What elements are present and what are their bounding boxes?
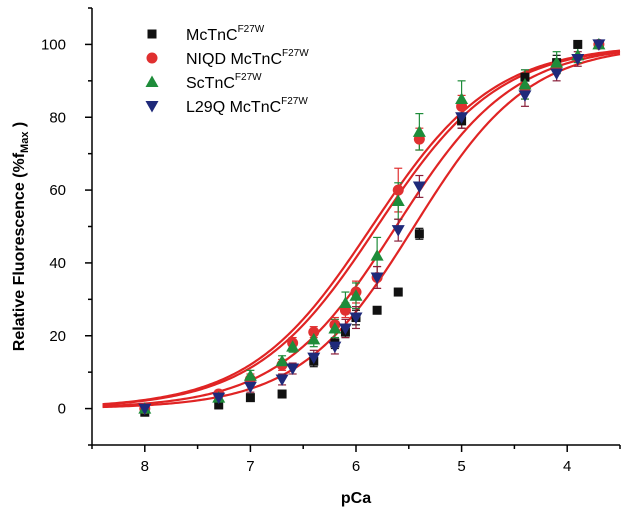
data-point-l29q: [518, 90, 532, 102]
data-point-sc: [275, 354, 289, 367]
data-point-sc: [338, 296, 352, 308]
legend-marker-l29q: [145, 101, 159, 113]
data-point-l29q: [307, 352, 321, 365]
y-tick-label: 100: [41, 36, 66, 53]
y-axis-title-subscript: Max: [19, 131, 31, 153]
x-tick-label: 7: [246, 458, 254, 475]
data-point-l29q: [243, 381, 257, 394]
data-point-mc: [245, 393, 255, 403]
data-point-l29q: [349, 312, 363, 325]
y-axis-title: Relative Fluorescence (%fMax ): [11, 122, 31, 351]
fit-curve-sc: [102, 49, 621, 406]
legend-item-sc: ScTnCF27W: [145, 72, 262, 92]
legend-marker-mc: [147, 29, 157, 39]
axes: 8 7 6 5 4 0 20 40 60 80 100: [41, 7, 621, 475]
legend: McTnCF27W NIQD McTnCF27W ScTnCF27W L29Q McT…: [145, 24, 309, 116]
data-point-l29q: [328, 341, 342, 354]
legend-label-niqd: NIQD McTnCF27W: [186, 48, 309, 68]
x-ticks: 8 7 6 5 4: [91, 445, 621, 475]
data-point-l29q: [338, 323, 352, 335]
data-point-niqd: [392, 184, 404, 196]
x-tick-label: 5: [457, 458, 465, 475]
data-point-niqd: [308, 326, 320, 338]
data-point-l29q: [212, 392, 226, 405]
legend-marker-niqd: [146, 52, 158, 64]
data-point-mc: [573, 39, 583, 49]
data-point-sc: [550, 56, 564, 68]
x-tick-label: 6: [352, 458, 360, 475]
data-point-sc: [349, 289, 363, 301]
data-point-sc: [391, 194, 405, 207]
fit-curve-niqd: [102, 50, 621, 406]
data-point-sc: [370, 249, 384, 261]
y-tick-label: 0: [58, 401, 66, 418]
data-point-l29q: [592, 39, 606, 51]
y-tick-label: 80: [49, 109, 66, 126]
data-point-mc: [214, 400, 224, 410]
data-point-sc: [518, 77, 532, 90]
y-tick-label: 20: [49, 328, 66, 345]
data-markers: [138, 37, 606, 417]
data-point-mc: [393, 287, 403, 297]
y-tick-label: 40: [49, 255, 66, 272]
y-axis-title-close: ): [11, 122, 28, 132]
data-point-l29q: [455, 112, 469, 124]
data-point-l29q: [391, 225, 405, 237]
data-point-sc: [455, 92, 469, 105]
data-point-sc: [328, 321, 342, 334]
legend-marker-sc: [145, 75, 159, 87]
data-point-l29q: [550, 68, 564, 81]
legend-item-mc: McTnCF27W: [147, 24, 265, 44]
fit-curve-mc: [102, 53, 621, 409]
x-tick-label: 4: [563, 458, 571, 475]
fit-curves: [102, 49, 621, 409]
data-point-mc: [372, 305, 382, 315]
data-point-mc: [520, 72, 530, 82]
data-point-sc: [243, 369, 257, 381]
data-point-sc: [412, 125, 426, 137]
x-tick-label: 8: [141, 458, 149, 475]
data-point-mc: [277, 389, 287, 399]
legend-item-l29q: L29Q McTnCF27W: [145, 96, 308, 116]
data-point-sc: [286, 340, 300, 352]
legend-label-sc: ScTnCF27W: [186, 72, 262, 92]
fit-curve-l29q: [102, 51, 621, 408]
y-tick-label: 60: [49, 182, 66, 199]
x-axis-title: pCa: [341, 490, 371, 507]
y-axis-title-main: Relative Fluorescence (%f: [11, 152, 28, 351]
data-point-mc: [414, 229, 424, 239]
legend-label-l29q: L29Q McTnCF27W: [186, 96, 308, 116]
data-point-l29q: [412, 181, 426, 193]
data-point-l29q: [370, 272, 384, 284]
legend-item-niqd: NIQD McTnCF27W: [146, 48, 309, 68]
data-point-sc: [307, 332, 321, 345]
y-ticks: 0 20 40 60 80 100: [41, 7, 92, 446]
data-point-l29q: [138, 403, 152, 416]
data-point-l29q: [571, 53, 585, 66]
legend-label-mc: McTnCF27W: [186, 24, 265, 44]
data-point-l29q: [286, 363, 300, 376]
data-point-l29q: [275, 374, 289, 386]
